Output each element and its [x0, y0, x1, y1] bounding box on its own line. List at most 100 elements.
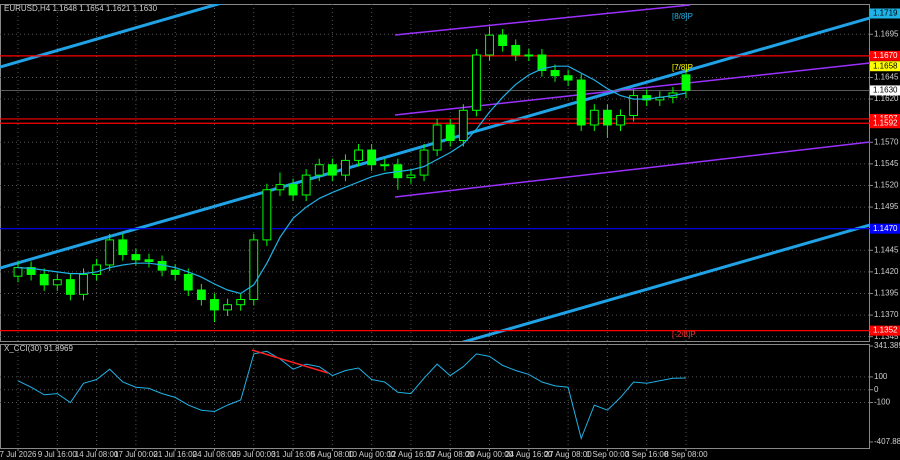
cci-line [17, 350, 687, 441]
y-tick-label: 1.1495 [874, 202, 899, 211]
open-label: 1.1648 [52, 4, 77, 13]
candle-body [301, 174, 311, 196]
candle-body [236, 299, 246, 306]
x-tick-label: 3 Sep 16:00 [625, 450, 669, 459]
candle-body [589, 109, 599, 126]
cci-tick-label: 0 [874, 385, 879, 394]
x-tick-label: 14 Jul 08:00 [75, 450, 119, 459]
x-tick-label: 21 Jul 16:00 [153, 450, 197, 459]
candle-body [314, 164, 324, 176]
candle-body [419, 149, 429, 176]
level-tag [870, 325, 900, 336]
candle-body [52, 279, 62, 286]
cci-tick-label: 341.3899 [874, 341, 900, 350]
cci-tick-label: -407.8883 [874, 437, 900, 446]
header: EURUSD,H4 1.1648 1.1654 1.1621 1.1630 [4, 4, 158, 13]
level-tag [870, 223, 900, 234]
y-tick-label: 1.1520 [874, 181, 899, 190]
candle-body [524, 54, 534, 57]
y-tick-label: 1.1345 [874, 332, 899, 341]
candle-body [118, 239, 128, 256]
y-tick-label: 1.1445 [874, 245, 899, 254]
candle-body [550, 70, 560, 77]
x-tick-label: 1 Sep 00:00 [586, 450, 630, 459]
y-tick-label: 1.1545 [874, 159, 899, 168]
grid [0, 4, 870, 448]
x-tick-label: 29 Jul 00:00 [232, 450, 276, 459]
x-tick-label: 17 Aug 08:00 [427, 450, 475, 459]
candle-body [432, 124, 442, 151]
marker-label: 1.1719 [873, 9, 898, 18]
main-frame [0, 4, 870, 342]
moving-average [17, 65, 687, 295]
candle-body [341, 159, 350, 176]
indicator-value: 91.8969 [44, 344, 73, 353]
channel-upper [394, 4, 691, 36]
y-tick-label: 1.1620 [874, 94, 899, 103]
level-tag [870, 118, 900, 129]
candle-body [445, 124, 455, 142]
candle-body [629, 95, 639, 116]
indicator-name: X_CCI(30) [4, 344, 42, 353]
x-tick-label: 5 Aug 08:00 [311, 450, 354, 459]
channel-lower [394, 141, 870, 198]
candle-body [183, 273, 193, 291]
cci-tick-label: -100 [874, 398, 891, 407]
candle-body [498, 34, 508, 46]
level-label: 1.1670 [873, 51, 898, 60]
marker-label: 1.1658 [873, 61, 898, 70]
level-label: 1.1352 [873, 326, 898, 335]
x-tick-label: 24 Jul 08:00 [193, 450, 237, 459]
annotation: [8/8]P [672, 12, 693, 21]
candle-body [537, 54, 547, 72]
marker-tag [870, 8, 900, 19]
candle-body [26, 267, 36, 275]
cci-tick-label: 100 [874, 372, 888, 381]
candle-body [576, 79, 586, 126]
candle-body [196, 289, 206, 301]
candle-body [79, 273, 88, 295]
candle-body [511, 44, 521, 56]
candle-body [262, 189, 272, 241]
candle-body [642, 95, 652, 101]
marker-tag [870, 85, 900, 96]
candle-body [485, 34, 494, 56]
regression-lower [461, 223, 870, 341]
x-tick-label: 31 Jul 16:00 [271, 450, 315, 459]
candle-body [406, 174, 416, 179]
marker-label: 1.1630 [873, 86, 898, 95]
close-label: 1.1630 [133, 4, 158, 13]
candle-body [223, 304, 232, 311]
high-label: 1.1654 [79, 4, 104, 13]
candle-body [563, 75, 573, 81]
x-tick-label: 12 Aug 16:00 [387, 450, 435, 459]
candle-body [288, 184, 298, 196]
level-tag [870, 50, 900, 61]
level-label: 1.1470 [873, 224, 898, 233]
y-tick-label: 1.1645 [874, 73, 899, 82]
x-tick-label: 27 Aug 08:00 [545, 450, 593, 459]
symbol: EURUSD,H4 [4, 4, 51, 13]
candle-body [616, 114, 625, 126]
candle-body [681, 74, 691, 91]
annotation: [7/8]P [672, 63, 693, 72]
x-tick-label: 8 Sep 08:00 [664, 450, 708, 459]
candle-body [105, 239, 115, 266]
candle-body [472, 54, 481, 111]
y-tick-label: 1.1395 [874, 289, 899, 298]
candle-body [210, 299, 219, 311]
annotation: [-2/8]P [672, 330, 696, 339]
cci-panel [17, 350, 687, 441]
y-tick-label: 1.1420 [874, 267, 899, 276]
x-tick-label: 24 Aug 16:00 [505, 450, 553, 459]
marker-tag [870, 61, 900, 72]
candle-body [354, 149, 363, 161]
candle-body [602, 109, 612, 126]
candle-body [13, 267, 23, 277]
price-panel [0, 26, 870, 332]
candle-body [275, 184, 285, 191]
y-tick-label: 1.1370 [874, 310, 899, 319]
x-tick-label: 9 Jul 16:00 [38, 450, 78, 459]
